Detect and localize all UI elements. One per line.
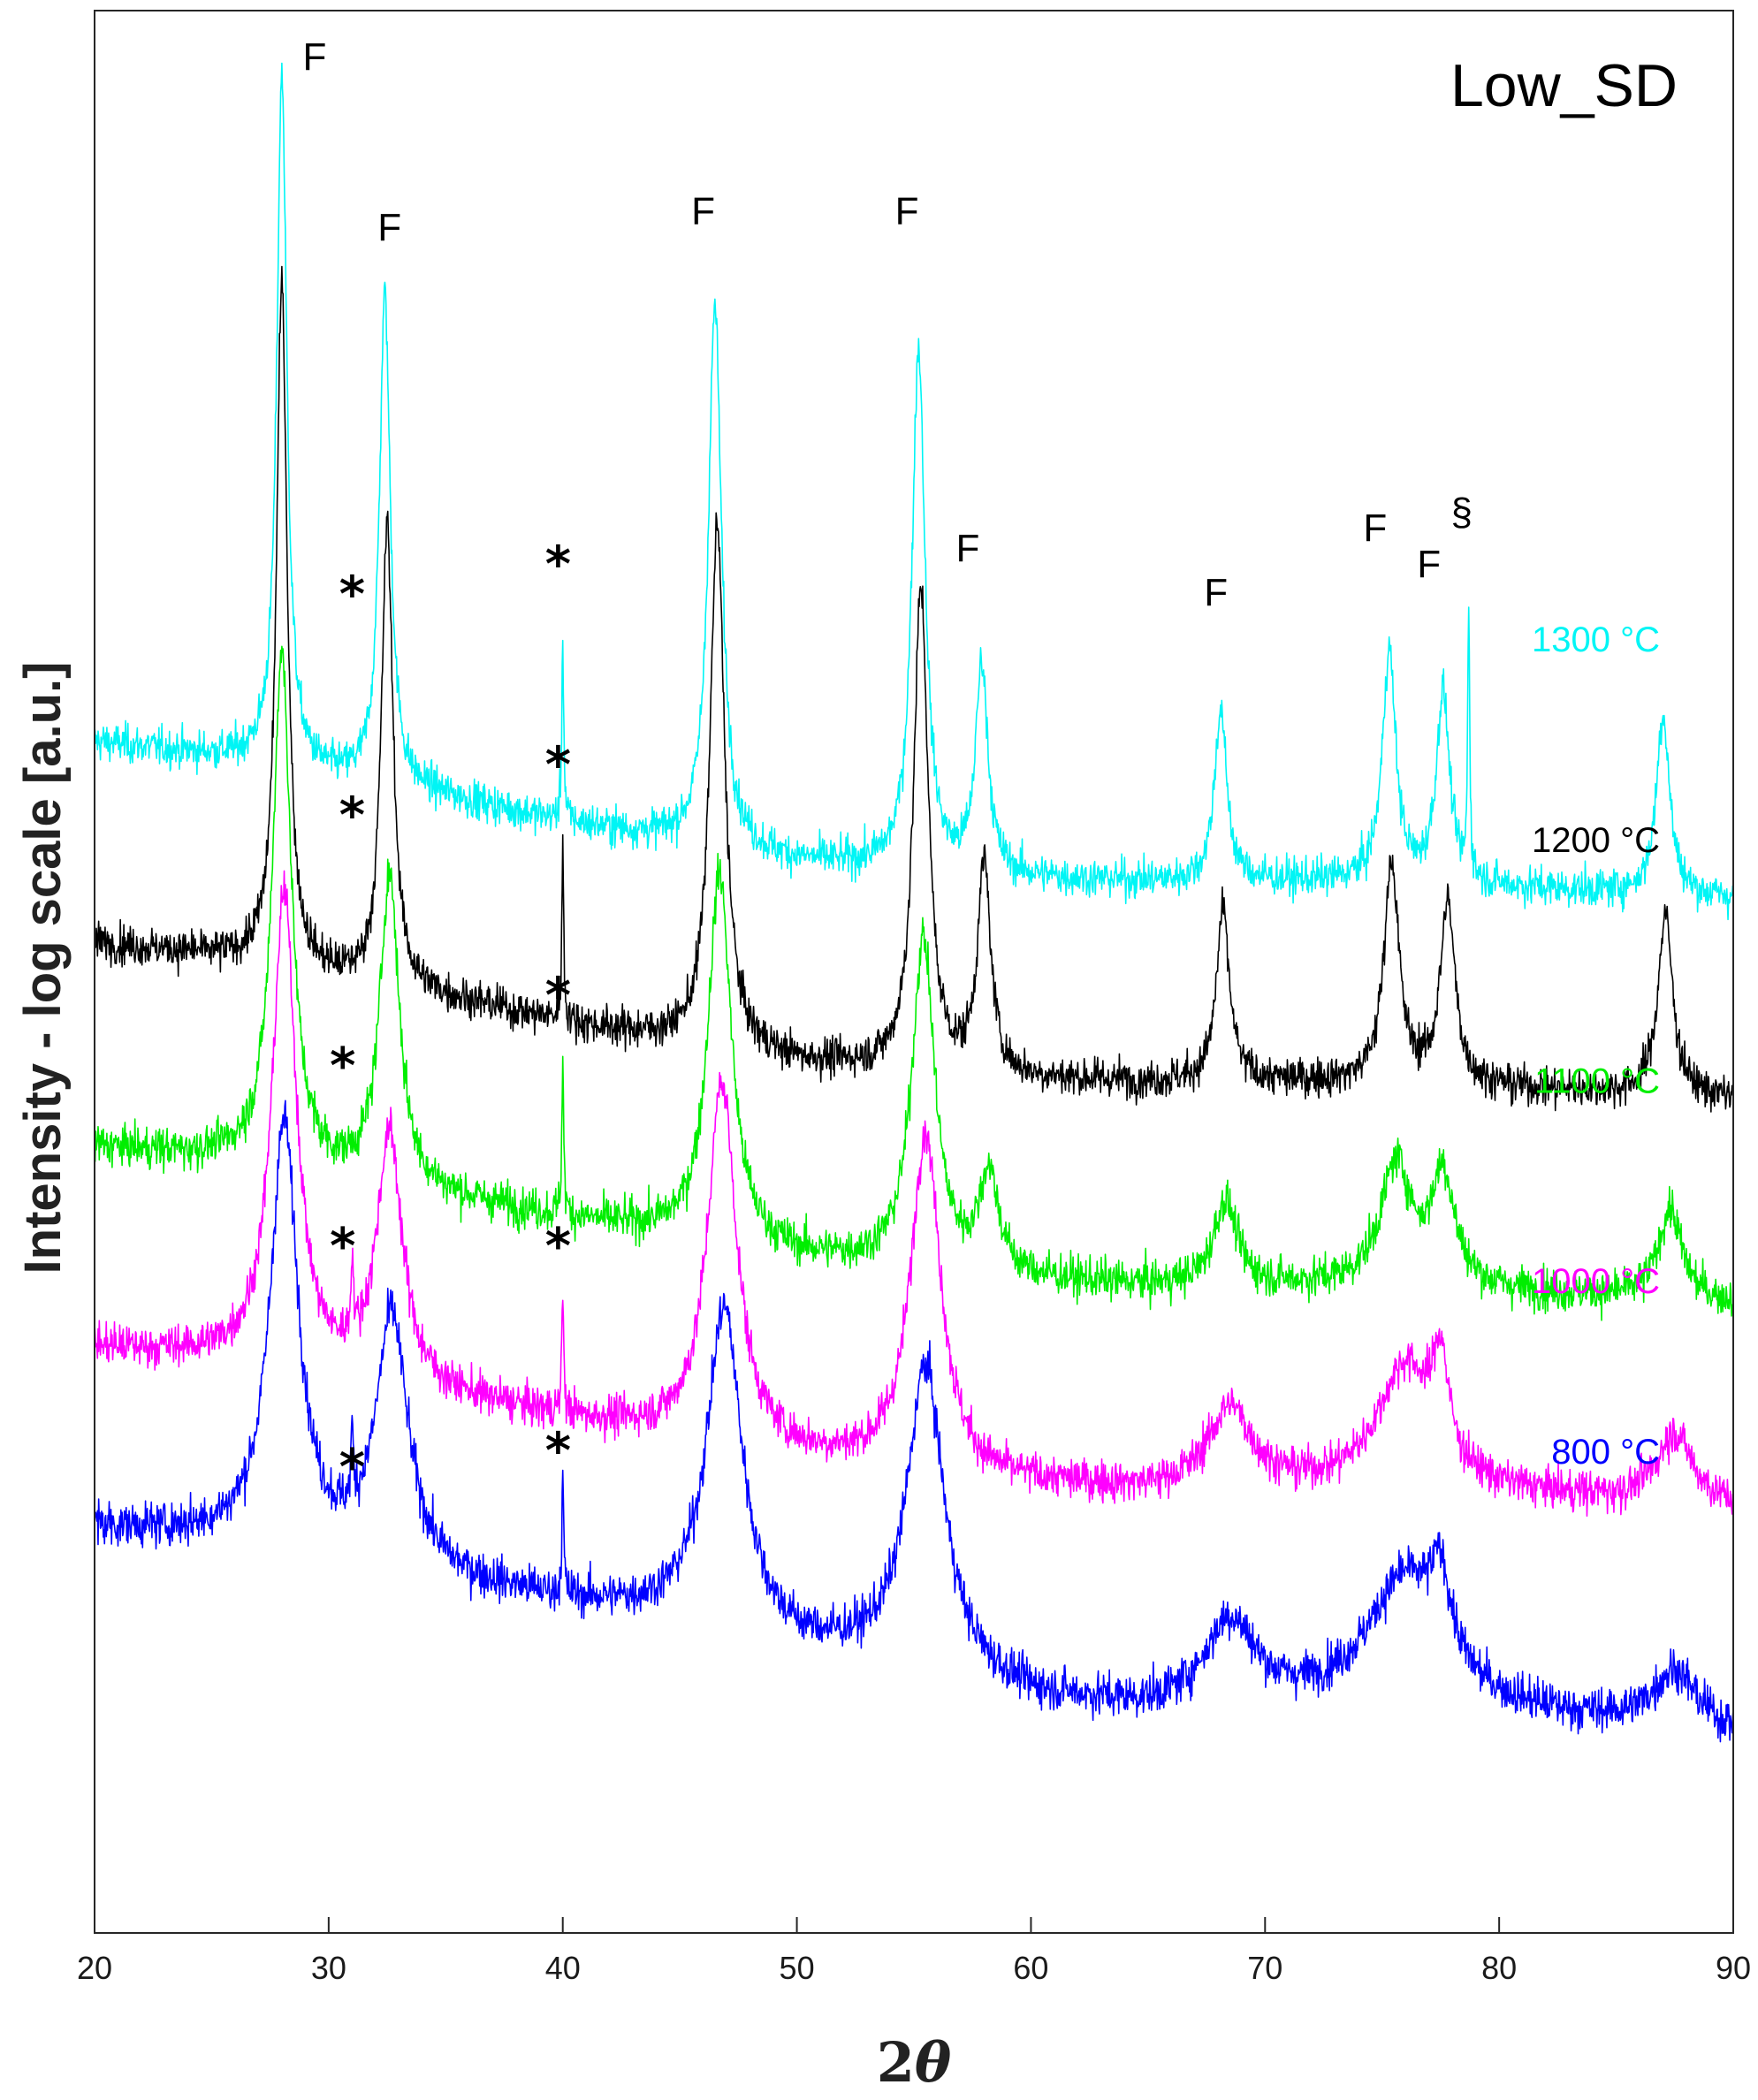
temperature-label: 800 °C <box>1551 1433 1660 1472</box>
x-tick-label: 30 <box>311 1950 346 1986</box>
x-tick-label: 50 <box>780 1950 815 1986</box>
peak-label-f: F <box>1204 571 1228 614</box>
peak-label-f: F <box>955 527 979 570</box>
series-line-1300c <box>94 62 1734 921</box>
x-ticks: 20 30 40 50 60 70 80 90 <box>77 1917 1751 1986</box>
impurity-marker: * <box>339 787 365 844</box>
impurity-marker: * <box>545 968 571 1025</box>
chart-title: Low_SD <box>1450 52 1678 119</box>
x-tick-label: 80 <box>1481 1950 1517 1986</box>
x-axis-label-number: 2 <box>877 2030 915 2095</box>
x-tick-label: 20 <box>77 1950 112 1986</box>
impurity-marker: * <box>545 1423 571 1480</box>
series-line-1100c <box>94 645 1734 1321</box>
x-tick-label: 40 <box>545 1950 581 1986</box>
y-axis-label: Intensity - log scale [a.u.] <box>14 662 72 1274</box>
series-layer <box>94 62 1734 1743</box>
series-line-800c <box>94 1099 1734 1743</box>
x-tick-label: 60 <box>1013 1950 1048 1986</box>
impurity-marker: * <box>545 1218 571 1275</box>
peak-label-f: F <box>1363 506 1387 550</box>
x-tick-label: 70 <box>1247 1950 1282 1986</box>
impurity-marker: * <box>330 1218 355 1275</box>
x-tick-label: 90 <box>1716 1950 1751 1986</box>
temperature-label: 1100 °C <box>1534 1061 1660 1100</box>
temperature-label: 1000 °C <box>1532 1262 1660 1301</box>
peak-label-f: F <box>1417 543 1441 586</box>
impurity-marker: * <box>339 567 365 624</box>
temperature-labels: 1300 °C 1200 °C 1100 °C 1000 °C 800 °C <box>1532 620 1660 1472</box>
impurity-marker: * <box>330 1038 355 1095</box>
impurity-marker: * <box>545 536 571 594</box>
x-axis-label-theta: θ <box>915 2030 952 2095</box>
peak-label-f: F <box>895 190 919 233</box>
peak-label-f: F <box>303 35 327 79</box>
series-line-1200c <box>94 265 1734 1113</box>
series-line-1000c <box>94 870 1734 1518</box>
section-marker: § <box>1451 491 1473 534</box>
temperature-label: 1300 °C <box>1532 620 1660 659</box>
peak-label-f: F <box>691 190 715 233</box>
impurity-marker: * <box>339 1439 365 1496</box>
peak-label-f: F <box>377 206 401 249</box>
temperature-label: 1200 °C <box>1532 821 1660 860</box>
x-axis-label: 2θ <box>877 2030 952 2095</box>
axes-frame <box>94 10 1734 1934</box>
impurity-marker: * <box>545 737 571 795</box>
